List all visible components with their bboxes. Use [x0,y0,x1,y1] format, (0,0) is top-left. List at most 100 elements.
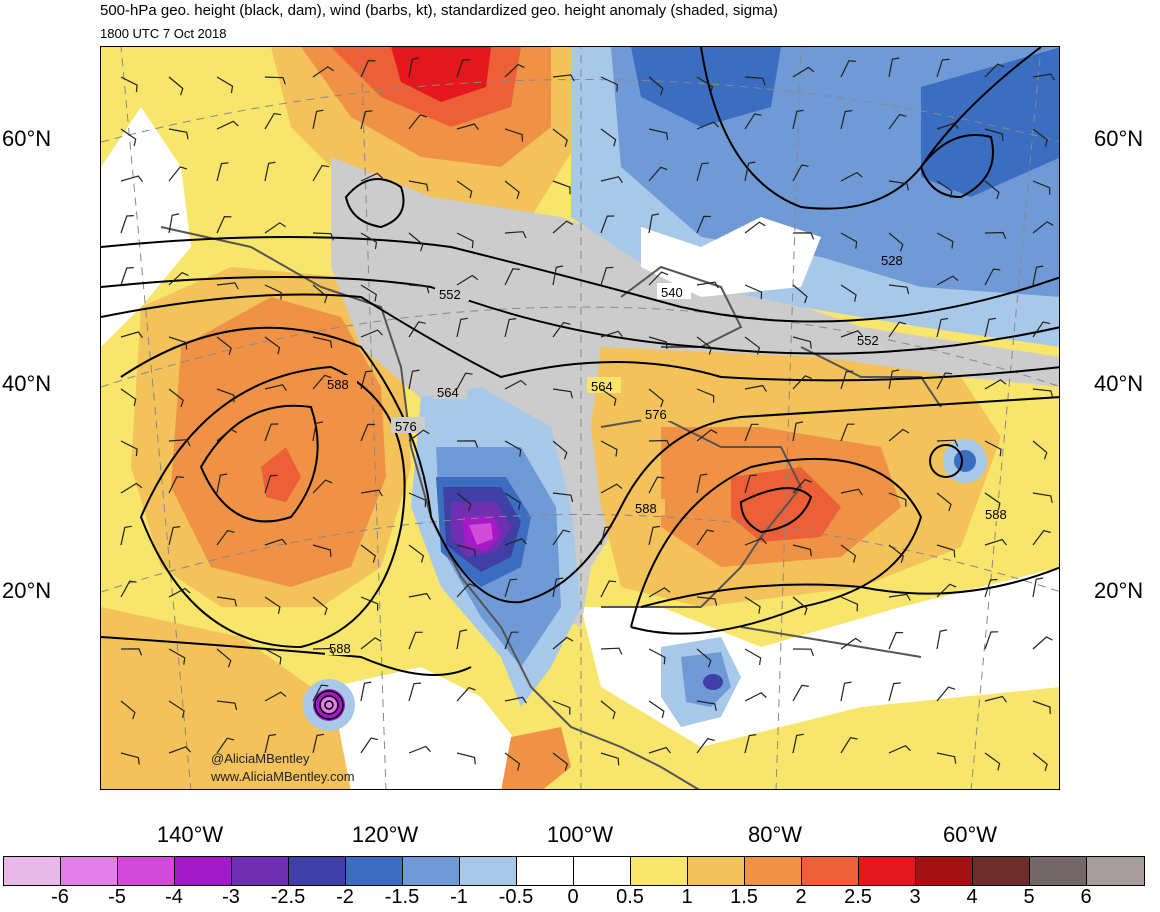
wind-barb [600,215,615,234]
colorbar [3,856,1145,886]
contour-label-588-atlantic: 588 [985,507,1007,522]
wind-barb [984,268,1001,286]
wind-barb [456,123,479,130]
wind-barb [264,161,276,182]
contour-label-528: 528 [881,253,903,268]
wind-barb [552,180,571,195]
wind-barb [264,733,277,754]
colorbar-label: 1 [681,886,693,908]
shade-neutral-hudson [641,217,821,297]
wind-barb [696,215,711,234]
colorbar-cell [289,857,346,885]
colorbar-cell [1030,857,1087,885]
wind-barb [360,637,382,650]
wind-barb [696,121,719,130]
colorbar-label: 6 [1080,886,1092,908]
wind-barb [648,166,668,182]
wind-barb [696,596,718,606]
wind-barb [120,440,138,457]
contour-label-588-east: 588 [635,501,657,516]
wind-barb [792,375,812,390]
wind-barb [312,109,324,130]
shade-neutral-pacific [331,667,521,789]
wind-barb [456,232,474,249]
wind-barb [936,122,959,130]
colorbar-cell [1087,857,1144,885]
wind-barb [984,231,1007,240]
shade-sw-low-4 [469,523,493,545]
credit-handle: @AliciaMBentley [211,751,310,766]
wind-barb [696,700,717,711]
wind-barb [888,744,911,754]
shade-ca-low-core [703,674,723,690]
wind-barb [984,578,998,598]
colorbar-cell [4,857,61,885]
wind-barb [216,336,232,355]
wind-barb [1032,321,1051,338]
hurricane-contours [314,690,344,720]
wind-barb [456,686,476,702]
wind-barb [840,544,857,563]
wind-barb [408,180,429,192]
wind-barb [984,752,1001,771]
wind-barb [216,215,232,234]
wind-barb [168,76,184,96]
wind-barb [552,636,574,650]
colorbar-label: -5 [108,886,126,908]
colorbar-label: 0.5 [616,886,644,908]
wind-barb [312,232,334,241]
wind-barb [1032,636,1053,650]
wind-barb [744,384,767,392]
wind-barb [1032,440,1048,460]
colorbar-cell [175,857,232,885]
wind-barb [1032,529,1051,546]
wind-barb [696,162,709,182]
wind-barb [984,317,996,338]
wind-barb [216,737,235,754]
graticule [101,47,1059,789]
wind-barb [1032,492,1053,503]
wind-barb [600,76,618,92]
wind-barb [744,221,766,234]
wind-barb [888,682,901,702]
lon-label-100w: 100°W [546,822,614,847]
wind-barb [888,113,907,130]
wind-barb [360,489,383,497]
wind-barb [936,58,950,78]
wind-barb [408,682,422,702]
wind-barb [120,267,134,286]
wind-barb [648,746,671,754]
wind-barb [408,544,425,563]
wind-barb [360,232,378,250]
colorbar-cell [517,857,574,885]
wind-barb [408,429,430,442]
wind-barb [696,76,713,94]
colorbar-cell [745,857,802,885]
wind-barb [408,321,426,338]
wind-barb [600,700,616,720]
colorbar-label: -1.5 [384,886,420,908]
wind-barb [552,220,574,234]
wind-barb [504,440,522,457]
wind-barb [840,171,863,182]
wind-barb [168,213,180,234]
wind-barb [840,737,858,754]
wind-barb [744,284,763,300]
wind-barb [168,526,181,546]
wind-barb [552,128,568,147]
wind-barb [120,331,143,338]
contour-label-588-pacific: 588 [327,377,349,392]
wind-barb [840,596,859,612]
wind-barb [1032,700,1051,715]
wind-barb [456,440,479,448]
wind-barb [936,275,959,286]
wind-barb [840,681,852,702]
map-svg: 528 540 552 552 564 564 576 576 588 588 … [101,47,1059,789]
wind-barb [216,648,232,668]
wind-barb [552,265,564,286]
wind-barb [648,476,665,494]
wind-barb [936,492,952,512]
wind-barb [936,752,957,764]
wind-barb [408,631,423,650]
wind-barb [600,752,620,766]
